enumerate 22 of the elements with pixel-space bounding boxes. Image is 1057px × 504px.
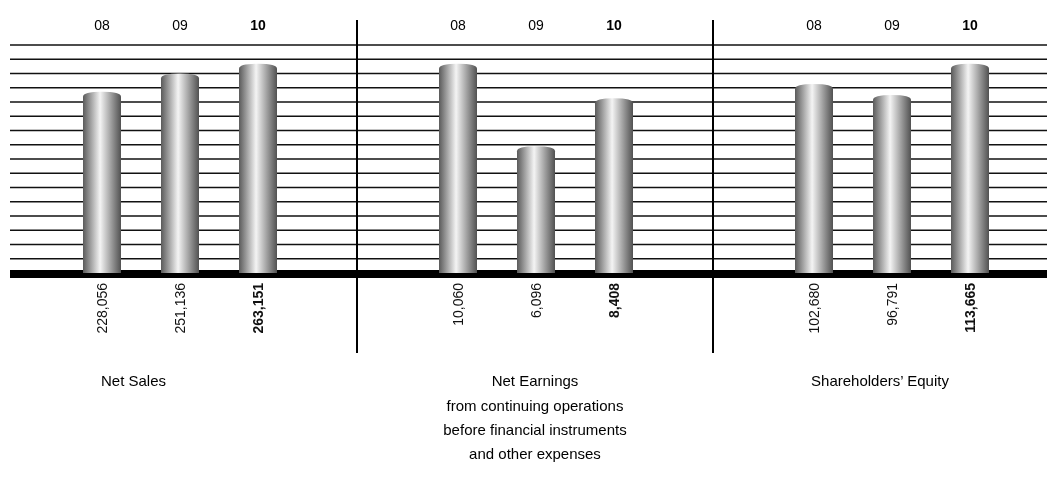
x-tick-label: 09 <box>884 17 900 33</box>
x-tick-label: 09 <box>528 17 544 33</box>
text: Shareholders’ Equity <box>811 372 950 389</box>
data-label: 251,136 <box>172 282 188 334</box>
data-label: 263,151 <box>250 282 266 334</box>
text: Net Sales <box>100 372 167 389</box>
x-tick-label: 08 <box>94 17 110 33</box>
x-tick-label: 08 <box>450 17 466 33</box>
data-label: 10,060 <box>450 282 466 326</box>
x-tick-label: 10 <box>962 17 978 33</box>
data-label: 228,056 <box>94 282 110 334</box>
text: from continuing operations before financial instruments and other expenses <box>443 397 627 462</box>
x-tick-label: 08 <box>806 17 822 33</box>
data-label: 96,791 <box>884 282 900 326</box>
data-label: 102,680 <box>806 282 822 334</box>
x-tick-label: 10 <box>606 17 622 33</box>
data-label: 6,096 <box>528 282 544 319</box>
x-tick-label: 10 <box>250 17 266 33</box>
x-tick-label: 09 <box>172 17 188 33</box>
data-label: 113,665 <box>962 282 978 333</box>
text: Net Earnings <box>491 372 579 389</box>
data-label: 8,408 <box>606 282 622 319</box>
